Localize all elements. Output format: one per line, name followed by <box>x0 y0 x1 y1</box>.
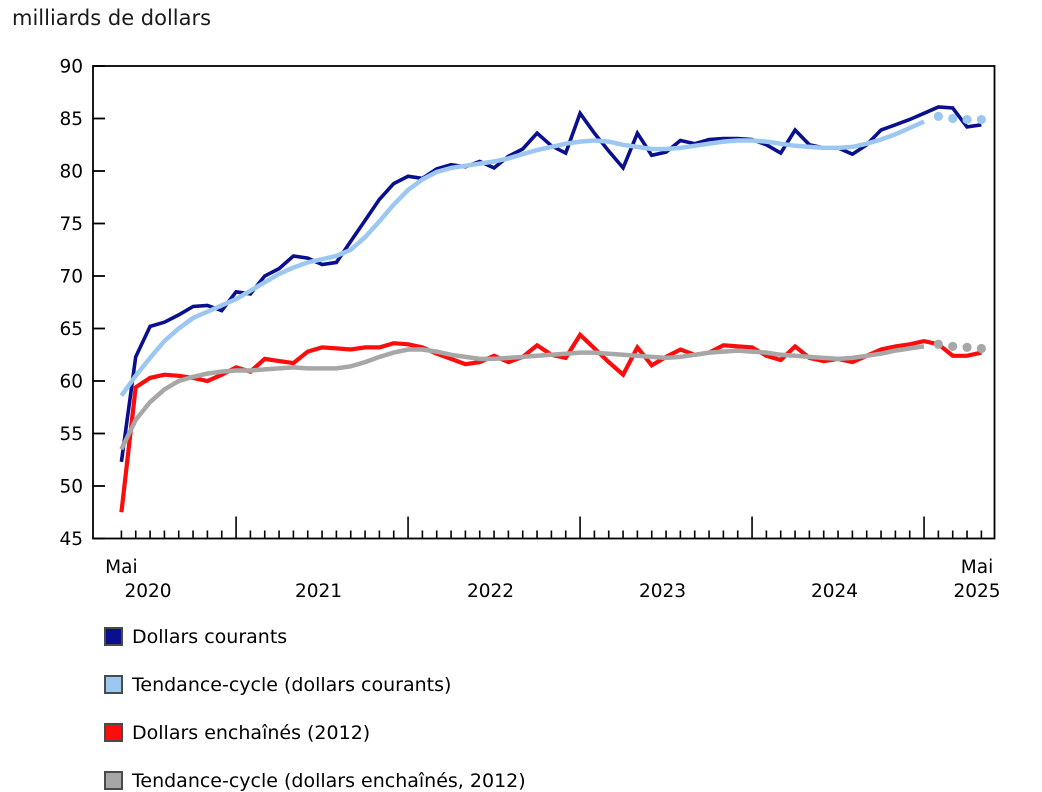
trend-projection-dot-tendance-cycle-courants <box>962 114 972 125</box>
x-label-mai-start: Mai <box>105 557 137 578</box>
y-tick-label: 60 <box>59 372 83 393</box>
x-year-label: 2024 <box>811 581 858 602</box>
line-chart: 45 50 55 60 65 70 75 80 85 90 Mai Mai 2020 2021 2022 20… <box>59 57 1000 602</box>
legend-swatch-lightblue <box>104 675 123 694</box>
legend-swatch-red <box>104 723 123 742</box>
chart-legend: Dollars courants Tendance-cycle (dollars… <box>104 625 526 792</box>
trend-projection-dot-tendance-cycle-enchaines <box>976 343 986 354</box>
trend-projection-dot-tendance-cycle-enchaines <box>962 342 972 352</box>
series-line-tendance-cycle-courants <box>119 119 925 398</box>
chart-title: milliards de dollars <box>12 6 212 30</box>
legend-item-tendance-cycle-courants: Tendance-cycle (dollars courants) <box>104 673 526 696</box>
y-tick-label: 80 <box>59 162 83 183</box>
x-year-label: 2022 <box>467 581 514 602</box>
trend-projection-dot-tendance-cycle-enchaines <box>933 339 943 349</box>
y-tick-label: 85 <box>59 109 83 130</box>
legend-label: Tendance-cycle (dollars enchaînés, 2012) <box>132 769 526 792</box>
trend-projection-dot-tendance-cycle-courants <box>933 111 943 121</box>
legend-item-tendance-cycle-enchaines: Tendance-cycle (dollars enchaînés, 2012) <box>104 769 526 792</box>
legend-swatch-navy <box>104 627 123 646</box>
y-tick-label: 45 <box>59 529 83 550</box>
x-year-label: 2023 <box>639 581 686 602</box>
legend-swatch-gray <box>104 771 123 790</box>
y-tick-label: 50 <box>59 477 83 498</box>
y-tick-label: 90 <box>59 57 83 78</box>
y-tick-label: 75 <box>59 214 83 235</box>
y-tick-label: 55 <box>59 424 83 445</box>
legend-label: Dollars courants <box>132 625 288 648</box>
series-line-dollars-courants <box>119 105 982 463</box>
legend-label: Tendance-cycle (dollars courants) <box>132 673 452 696</box>
plot-frame <box>92 65 996 540</box>
trend-projection-dot-tendance-cycle-courants <box>948 113 958 124</box>
x-label-mai-end: Mai <box>961 557 993 578</box>
trend-projection-dot-tendance-cycle-courants <box>976 114 986 125</box>
x-year-label: 2025 <box>953 581 1000 602</box>
x-year-label: 2020 <box>124 581 171 602</box>
y-tick-label: 65 <box>59 319 83 340</box>
series-line-dollars-enchaines <box>119 331 982 513</box>
legend-item-dollars-courants: Dollars courants <box>104 625 526 648</box>
y-tick-label: 70 <box>59 267 83 288</box>
legend-item-dollars-enchaines: Dollars enchaînés (2012) <box>104 721 526 744</box>
trend-projection-dot-tendance-cycle-enchaines <box>948 341 958 351</box>
legend-label: Dollars enchaînés (2012) <box>132 721 371 744</box>
series-line-tendance-cycle-enchaines <box>119 344 925 451</box>
x-year-label: 2021 <box>295 581 342 602</box>
